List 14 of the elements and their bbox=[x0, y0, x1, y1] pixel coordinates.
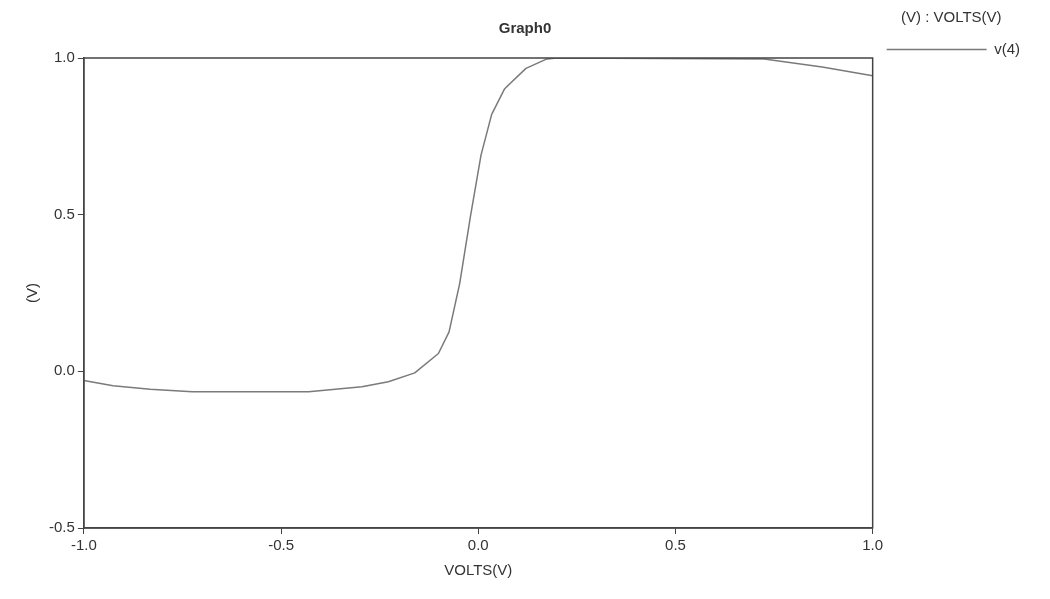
chart-title: Graph0 bbox=[498, 19, 552, 37]
y-tick-label: -0.5 bbox=[48, 518, 75, 536]
x-tick-label: 1.0 bbox=[862, 536, 884, 554]
y-tick-label: 0.0 bbox=[53, 361, 75, 379]
y-tick-label: 1.0 bbox=[53, 48, 75, 66]
x-tick-label: 0.5 bbox=[665, 536, 686, 554]
y-axis-title: (V) bbox=[23, 283, 41, 303]
x-tick-label: 0.0 bbox=[467, 536, 489, 554]
y-tick-label: 0.5 bbox=[53, 204, 75, 222]
x-tick-label: -1.0 bbox=[70, 536, 97, 554]
legend-title: (V) : VOLTS(V) bbox=[901, 7, 1002, 25]
x-axis-title: VOLTS(V) bbox=[444, 561, 513, 579]
x-tick-label: -0.5 bbox=[268, 536, 294, 554]
text: v(4) bbox=[994, 39, 1021, 57]
